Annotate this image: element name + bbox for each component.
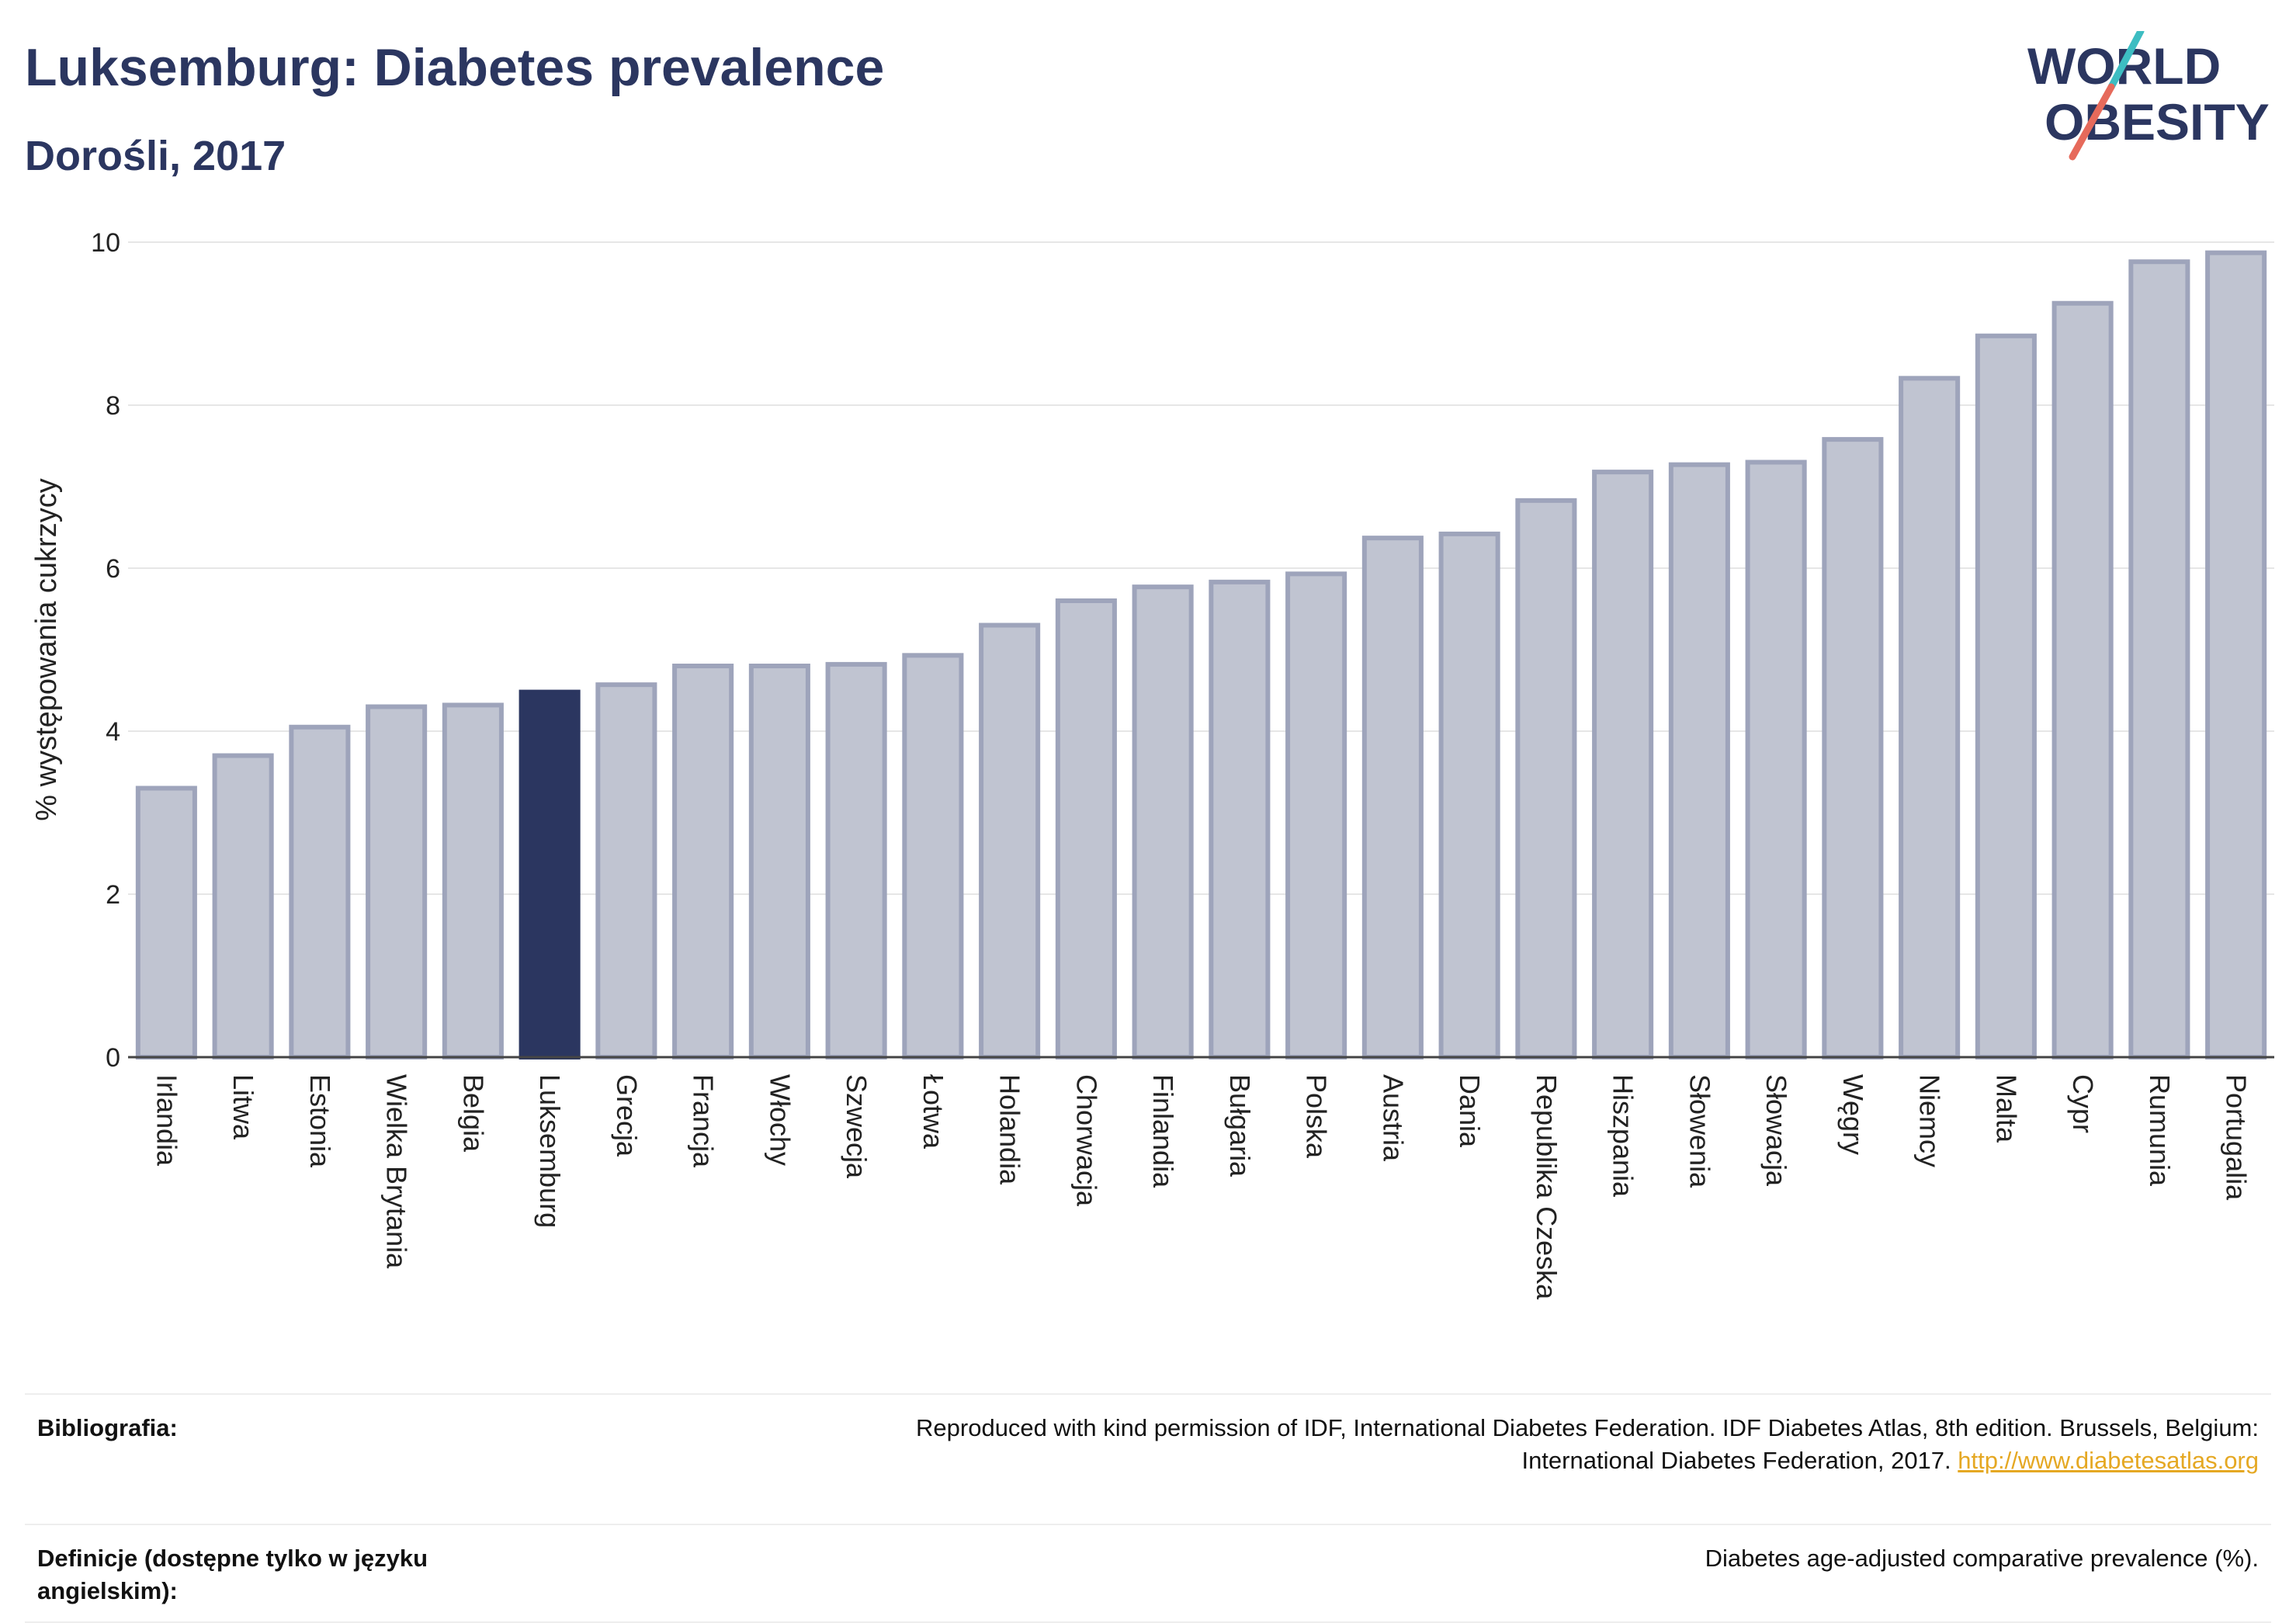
x-tick-label: Polska bbox=[1301, 1074, 1333, 1159]
bar-0 bbox=[135, 785, 197, 1059]
x-tick-label: Austria bbox=[1377, 1074, 1409, 1162]
bar-15 bbox=[1285, 571, 1347, 1059]
bar-22 bbox=[1822, 437, 1884, 1059]
bar-3 bbox=[366, 704, 428, 1059]
x-tick-label: Portugalia bbox=[2221, 1074, 2253, 1201]
y-tick-label: 8 bbox=[106, 391, 120, 421]
definitions-text: Diabetes age-adjusted comparative preval… bbox=[1705, 1545, 2259, 1572]
bar-12 bbox=[1055, 598, 1117, 1059]
bar-5 bbox=[519, 689, 581, 1059]
bar-11 bbox=[979, 622, 1041, 1059]
bar-23 bbox=[1899, 376, 1961, 1060]
y-tick-label: 0 bbox=[106, 1043, 120, 1073]
y-axis-label: % występowania cukrzycy bbox=[30, 478, 63, 820]
x-tick-label: Wielka Brytania bbox=[381, 1074, 413, 1269]
bar-8 bbox=[748, 664, 810, 1059]
bar-4 bbox=[442, 702, 504, 1060]
bar-14 bbox=[1209, 579, 1271, 1059]
x-tick-label: Niemcy bbox=[1914, 1074, 1946, 1167]
x-tick-label: Finlandia bbox=[1147, 1074, 1179, 1188]
bar-24 bbox=[1975, 333, 2037, 1059]
chart-subtitle: Dorośli, 2017 bbox=[25, 133, 286, 179]
bar-7 bbox=[672, 664, 734, 1059]
x-tick-label: Słowenia bbox=[1684, 1074, 1715, 1188]
y-tick-label: 10 bbox=[91, 228, 120, 258]
bar-9 bbox=[825, 661, 887, 1060]
x-tick-label: Słowacja bbox=[1760, 1074, 1792, 1187]
logo-slash-coral bbox=[2069, 83, 2115, 161]
definitions-label: Definicje (dostępne tylko w języku angie… bbox=[37, 1545, 428, 1604]
world-obesity-logo: WORLD OBESITY bbox=[2027, 31, 2270, 161]
bibliography-row: Bibliografia: Reproduced with kind permi… bbox=[25, 1393, 2271, 1524]
x-tick-label: Bułgaria bbox=[1224, 1074, 1256, 1177]
x-tick-label: Irlandia bbox=[151, 1074, 182, 1167]
bibliography-text: Reproduced with kind permission of IDF, … bbox=[629, 1412, 2259, 1477]
bar-6 bbox=[595, 682, 657, 1060]
chart-title: Luksemburg: Diabetes prevalence bbox=[25, 38, 885, 97]
x-tick-label: Luksemburg bbox=[534, 1074, 566, 1228]
bar-19 bbox=[1592, 470, 1654, 1059]
bar-27 bbox=[2205, 250, 2267, 1059]
x-tick-label: Łotwa bbox=[917, 1074, 949, 1150]
bar-25 bbox=[2051, 300, 2114, 1059]
bar-26 bbox=[2128, 259, 2190, 1060]
bar-20 bbox=[1668, 462, 1730, 1059]
y-tick-label: 6 bbox=[106, 554, 120, 584]
x-tick-label: Holandia bbox=[994, 1074, 1026, 1185]
bar-chart: 0 2 4 6 8 10 % występowania cukrzycy Irlandia Li… bbox=[30, 228, 2274, 1300]
bar-10 bbox=[902, 653, 964, 1059]
bibliography-line1: Reproduced with kind permission of IDF, … bbox=[916, 1414, 2259, 1441]
x-tick-label: Estonia bbox=[304, 1074, 336, 1168]
x-tick-label: Włochy bbox=[764, 1074, 796, 1166]
definitions-row: Definicje (dostępne tylko w języku angie… bbox=[25, 1524, 2271, 1623]
x-tick-label: Chorwacja bbox=[1070, 1074, 1102, 1207]
bar-18 bbox=[1515, 498, 1577, 1059]
bar-1 bbox=[212, 753, 274, 1059]
y-tick-label: 2 bbox=[106, 880, 120, 910]
x-tick-label: Malta bbox=[1990, 1074, 2022, 1143]
bibliography-line2: International Diabetes Federation, 2017. bbox=[1521, 1447, 1951, 1474]
x-tick-label: Węgry bbox=[1837, 1074, 1869, 1155]
x-tick-label: Republika Czeska bbox=[1531, 1074, 1562, 1300]
bibliography-link[interactable]: http://www.diabetesatlas.org bbox=[1958, 1447, 2259, 1474]
footer: Bibliografia: Reproduced with kind permi… bbox=[25, 1393, 2271, 1623]
y-tick-label: 4 bbox=[106, 717, 120, 747]
bar-13 bbox=[1132, 584, 1194, 1059]
x-tick-label: Szwecja bbox=[841, 1074, 872, 1179]
x-tick-label: Cypr bbox=[2067, 1074, 2099, 1133]
bar-16 bbox=[1361, 536, 1424, 1059]
bar-2 bbox=[289, 724, 351, 1059]
x-tick-label: Rumunia bbox=[2144, 1074, 2176, 1187]
x-tick-label: Belgia bbox=[457, 1074, 489, 1153]
x-tick-label: Grecja bbox=[611, 1074, 643, 1157]
logo-slash-teal bbox=[2107, 31, 2145, 91]
x-tick-label: Hiszpania bbox=[1608, 1074, 1639, 1198]
bar-17 bbox=[1438, 531, 1500, 1059]
x-tick-label: Litwa bbox=[227, 1074, 259, 1140]
bar-21 bbox=[1745, 460, 1807, 1059]
bibliography-label: Bibliografia: bbox=[37, 1414, 178, 1441]
x-tick-label: Dania bbox=[1454, 1074, 1486, 1148]
x-tick-label: Francja bbox=[688, 1074, 720, 1168]
